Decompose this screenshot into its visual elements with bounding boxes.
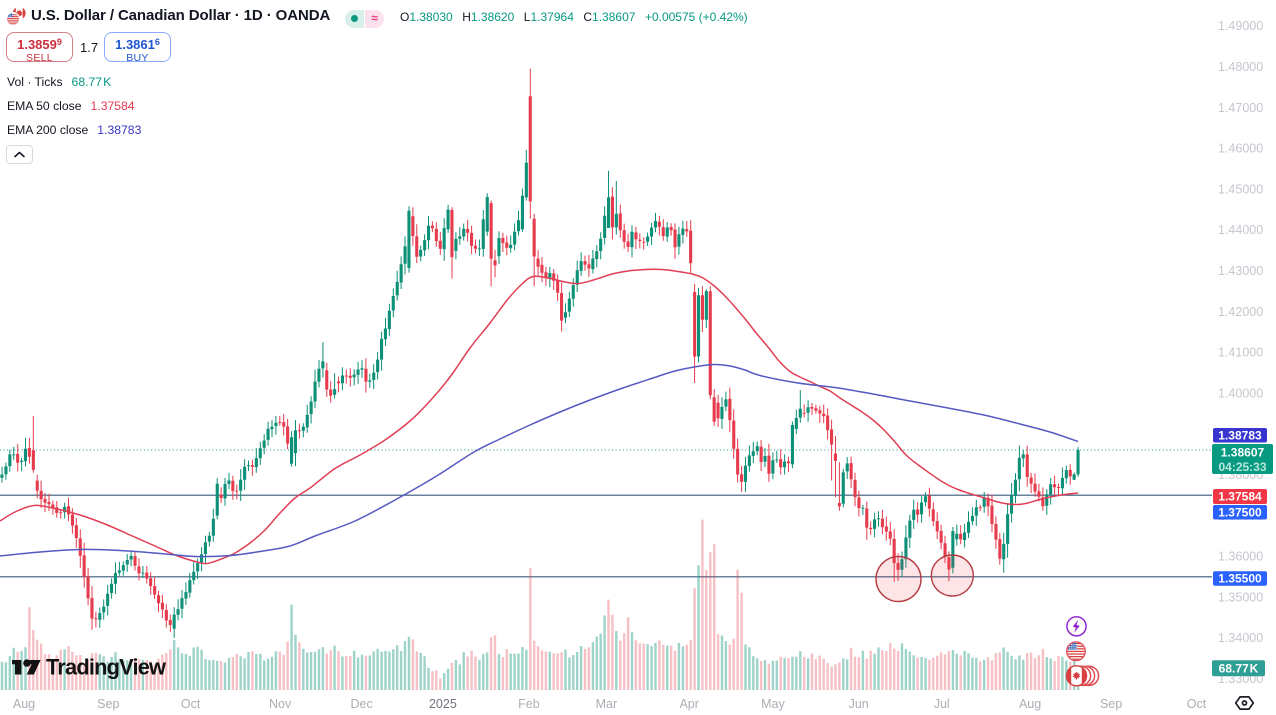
svg-text:1.36000: 1.36000 bbox=[1218, 550, 1263, 564]
svg-text:Sep: Sep bbox=[97, 697, 119, 711]
svg-text:1.37584: 1.37584 bbox=[1218, 490, 1262, 504]
svg-text:1.42000: 1.42000 bbox=[1218, 305, 1263, 319]
svg-text:Nov: Nov bbox=[269, 697, 292, 711]
svg-text:Aug: Aug bbox=[13, 697, 35, 711]
svg-text:1.38607: 1.38607 bbox=[1221, 445, 1265, 459]
svg-text:1.37500: 1.37500 bbox=[1218, 505, 1262, 519]
svg-text:Oct: Oct bbox=[181, 697, 201, 711]
svg-text:1.38783: 1.38783 bbox=[1218, 429, 1262, 443]
svg-text:1.45000: 1.45000 bbox=[1218, 182, 1263, 196]
svg-text:TradingView: TradingView bbox=[46, 655, 166, 680]
svg-text:May: May bbox=[761, 697, 785, 711]
svg-text:Sep: Sep bbox=[1100, 697, 1122, 711]
svg-text:04:25:33: 04:25:33 bbox=[1218, 460, 1266, 474]
svg-text:Dec: Dec bbox=[350, 697, 372, 711]
svg-text:1.40000: 1.40000 bbox=[1218, 386, 1263, 400]
svg-text:1.47000: 1.47000 bbox=[1218, 101, 1263, 115]
svg-text:Mar: Mar bbox=[596, 697, 618, 711]
svg-text:68.77 K: 68.77 K bbox=[1219, 662, 1259, 676]
svg-text:1.35000: 1.35000 bbox=[1218, 590, 1263, 604]
svg-text:Aug: Aug bbox=[1019, 697, 1041, 711]
svg-text:Feb: Feb bbox=[518, 697, 540, 711]
svg-text:1.43000: 1.43000 bbox=[1218, 264, 1263, 278]
svg-text:Jul: Jul bbox=[934, 697, 950, 711]
svg-text:2025: 2025 bbox=[429, 697, 457, 711]
svg-text:Oct: Oct bbox=[1187, 697, 1207, 711]
svg-text:1.49000: 1.49000 bbox=[1218, 19, 1263, 33]
svg-text:Apr: Apr bbox=[679, 697, 698, 711]
svg-text:1.35500: 1.35500 bbox=[1218, 572, 1262, 586]
svg-text:1.41000: 1.41000 bbox=[1218, 346, 1263, 360]
svg-text:1.48000: 1.48000 bbox=[1218, 60, 1263, 74]
svg-text:Jun: Jun bbox=[849, 697, 869, 711]
svg-text:1.34000: 1.34000 bbox=[1218, 631, 1263, 645]
svg-text:1.46000: 1.46000 bbox=[1218, 142, 1263, 156]
svg-text:1.44000: 1.44000 bbox=[1218, 223, 1263, 237]
